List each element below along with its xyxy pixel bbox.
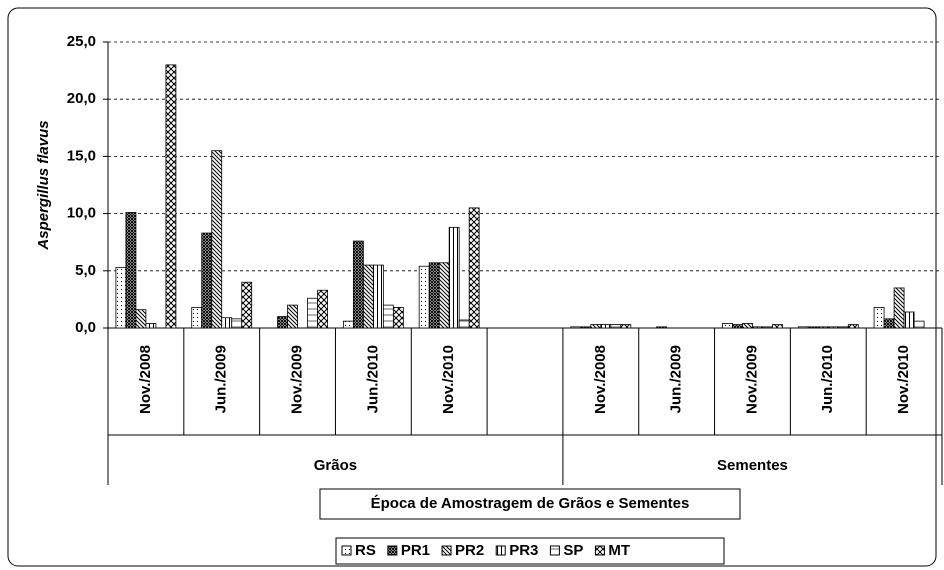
bar xyxy=(620,324,632,329)
legend-swatch xyxy=(594,545,605,556)
bar xyxy=(797,326,809,329)
x-tick-label: Jun./2010 xyxy=(819,345,836,413)
bar xyxy=(656,326,668,329)
bar xyxy=(883,318,895,329)
group-label: Grãos xyxy=(314,457,357,474)
bar xyxy=(732,324,743,329)
bar xyxy=(191,307,203,329)
bar xyxy=(817,326,829,329)
legend-label: SP xyxy=(563,542,583,559)
bar xyxy=(382,304,394,329)
legend-swatch xyxy=(441,545,452,556)
bar xyxy=(827,326,839,329)
bar xyxy=(448,226,460,329)
bar xyxy=(600,324,612,329)
bar xyxy=(752,326,763,329)
bar xyxy=(231,318,243,329)
legend-swatch xyxy=(495,545,506,556)
bar xyxy=(570,326,582,329)
bar xyxy=(837,326,849,329)
x-tick-label: Nov./2009 xyxy=(289,345,306,414)
y-tick-label: 15,0 xyxy=(67,147,96,164)
bar xyxy=(772,324,783,329)
bar xyxy=(342,320,354,329)
legend-label: PR1 xyxy=(401,542,430,559)
bar xyxy=(352,240,364,329)
x-axis-title-box xyxy=(319,488,741,520)
group-label: Sementes xyxy=(717,457,788,474)
y-axis-title: Aspergillus flavus xyxy=(35,120,52,250)
bar xyxy=(610,324,622,329)
x-tick-label: Nov./2008 xyxy=(592,345,609,414)
bar xyxy=(392,307,404,329)
bar xyxy=(372,264,384,329)
bar xyxy=(307,297,318,329)
y-tick-label: 20,0 xyxy=(67,90,96,107)
bar xyxy=(468,207,480,329)
bar xyxy=(145,323,157,329)
bar xyxy=(847,324,859,329)
bar xyxy=(873,307,885,329)
bar xyxy=(903,311,915,329)
x-tick-label: Jun./2010 xyxy=(364,345,381,413)
bar xyxy=(590,324,602,329)
legend-label: PR2 xyxy=(455,542,484,559)
y-tick-label: 0,0 xyxy=(75,319,96,336)
bar xyxy=(125,212,137,329)
y-tick-label: 10,0 xyxy=(67,205,96,222)
x-tick-label: Nov./2008 xyxy=(137,345,154,414)
x-tick-label: Nov./2009 xyxy=(743,345,760,414)
bar xyxy=(762,326,773,329)
bar xyxy=(913,320,925,329)
x-tick-label: Jun./2009 xyxy=(213,345,230,413)
bar xyxy=(277,316,288,329)
legend-swatch xyxy=(387,545,398,556)
chart-border xyxy=(7,7,937,567)
bar xyxy=(287,304,298,329)
bar xyxy=(165,64,177,329)
bar xyxy=(201,232,213,329)
bar xyxy=(241,281,253,329)
legend-swatch xyxy=(341,545,352,556)
bar xyxy=(211,150,223,329)
bar xyxy=(458,319,470,329)
bar xyxy=(428,262,440,329)
bar xyxy=(221,317,233,329)
bar xyxy=(722,323,733,329)
legend-swatch xyxy=(549,545,560,556)
legend-box xyxy=(335,537,725,565)
bar xyxy=(317,289,328,329)
bar xyxy=(807,326,819,329)
legend-label: MT xyxy=(608,542,630,559)
bar xyxy=(418,265,430,329)
x-axis-title: Época de Amostragem de Grãos e Sementes xyxy=(371,495,690,512)
x-tick-label: Nov./2010 xyxy=(895,345,912,414)
bar xyxy=(438,262,450,329)
legend-label: PR3 xyxy=(509,542,538,559)
bar xyxy=(115,266,127,329)
bar xyxy=(362,264,374,329)
legend-label: RS xyxy=(355,542,376,559)
bar xyxy=(893,287,905,329)
bar xyxy=(135,309,147,329)
x-tick-label: Nov./2010 xyxy=(440,345,457,414)
x-tick-label: Jun./2009 xyxy=(668,345,685,413)
y-tick-label: 25,0 xyxy=(67,33,96,50)
bar xyxy=(742,323,753,329)
y-tick-label: 5,0 xyxy=(75,262,96,279)
bar xyxy=(580,326,592,329)
